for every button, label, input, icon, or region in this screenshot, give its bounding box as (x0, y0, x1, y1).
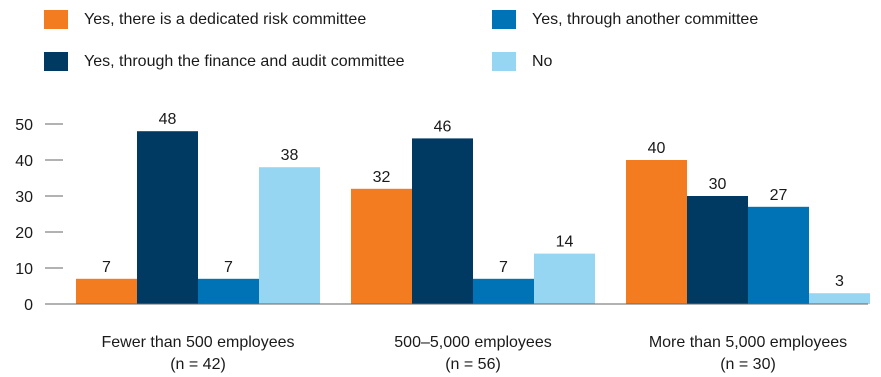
data-label: 7 (224, 259, 233, 276)
legend-item-no: No (492, 52, 552, 71)
category-label: More than 5,000 employees (649, 334, 847, 351)
chart-legend: Yes, there is a dedicated risk committee… (0, 0, 881, 80)
bar (351, 188, 412, 304)
legend-item-another-committee: Yes, through another committee (492, 10, 758, 29)
legend-label: Yes, through another committee (532, 10, 759, 28)
data-label: 7 (499, 259, 508, 276)
y-tick-label: 40 (15, 153, 33, 170)
bar (809, 293, 870, 304)
data-label: 3 (835, 273, 844, 290)
legend-swatch-navy (44, 52, 68, 71)
category-sample-size: (n = 30) (720, 356, 776, 373)
bar (626, 160, 687, 304)
data-label: 32 (373, 169, 391, 186)
bar (473, 278, 534, 304)
data-label: 14 (556, 234, 574, 251)
legend-label: Yes, through the finance and audit commi… (84, 52, 405, 70)
bar (412, 138, 473, 304)
y-tick-label: 30 (15, 189, 33, 206)
data-label: 7 (102, 259, 111, 276)
category-sample-size: (n = 56) (445, 356, 501, 373)
bar (259, 167, 320, 304)
category-label: Fewer than 500 employees (102, 334, 295, 351)
legend-swatch-orange (44, 10, 68, 29)
bar (687, 196, 748, 304)
legend-item-dedicated-risk-committee: Yes, there is a dedicated risk committee (44, 10, 366, 29)
bar (748, 206, 809, 304)
legend-label: No (532, 52, 553, 70)
bar (76, 278, 137, 304)
data-label: 30 (709, 176, 727, 193)
y-tick-label: 10 (15, 261, 33, 278)
legend-label: Yes, there is a dedicated risk committee (84, 10, 367, 28)
data-label: 46 (434, 118, 452, 135)
data-label: 38 (281, 147, 299, 164)
category-sample-size: (n = 42) (170, 356, 226, 373)
legend-swatch-blue (492, 10, 516, 29)
legend-swatch-light-blue (492, 52, 516, 71)
data-label: 48 (159, 111, 177, 128)
category-label: 500–5,000 employees (394, 334, 551, 351)
bar (137, 131, 198, 304)
y-tick-label: 0 (24, 297, 33, 314)
y-tick-label: 20 (15, 225, 33, 242)
data-label: 27 (770, 187, 788, 204)
bar (534, 253, 595, 304)
legend-item-finance-audit-committee: Yes, through the finance and audit commi… (44, 52, 405, 71)
data-label: 40 (648, 140, 666, 157)
y-tick-label: 50 (15, 117, 33, 134)
bar (198, 278, 259, 304)
